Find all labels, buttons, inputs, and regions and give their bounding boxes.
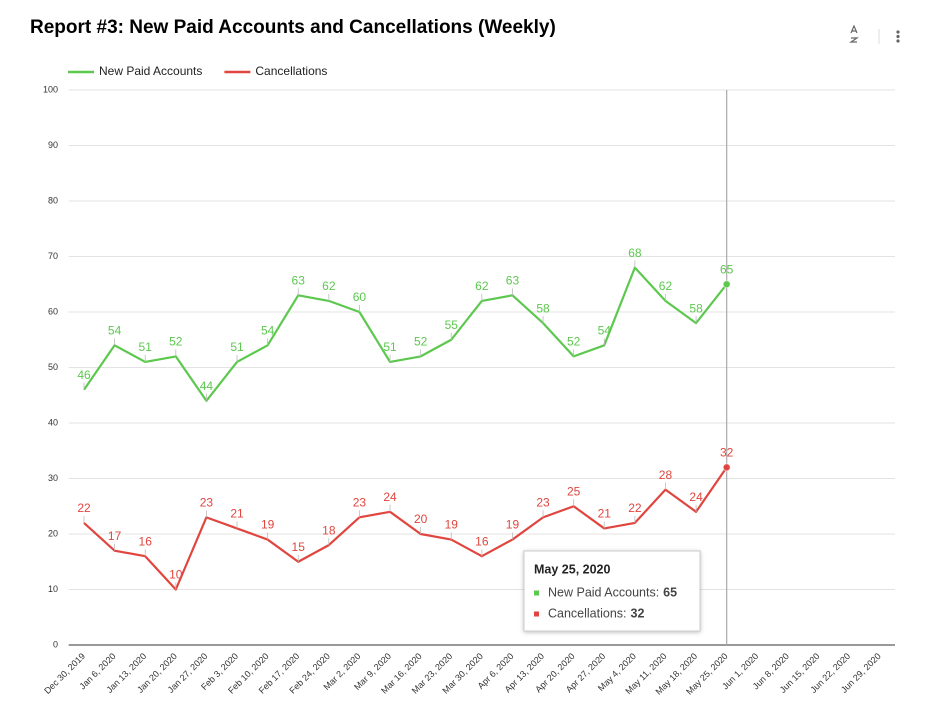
data-label: 52 xyxy=(567,335,581,349)
data-label: 52 xyxy=(414,335,428,349)
data-label: 28 xyxy=(659,468,673,482)
data-label: 20 xyxy=(414,512,428,526)
data-label: 15 xyxy=(292,540,306,554)
data-label: 25 xyxy=(567,484,581,498)
data-label: 55 xyxy=(445,318,459,332)
legend-label: New Paid Accounts xyxy=(99,64,202,78)
y-tick-label: 60 xyxy=(48,306,58,316)
data-label: 24 xyxy=(383,490,397,504)
data-label: 58 xyxy=(536,301,550,315)
data-label: 58 xyxy=(689,301,703,315)
data-label: 23 xyxy=(200,496,214,510)
tooltip-label: New Paid Accounts: xyxy=(548,585,659,599)
data-label: 62 xyxy=(322,279,336,293)
y-tick-label: 40 xyxy=(48,417,58,427)
data-label: 51 xyxy=(230,340,244,354)
data-label: 18 xyxy=(322,523,336,537)
data-label: 21 xyxy=(230,507,244,521)
data-label: 21 xyxy=(598,507,612,521)
data-label: 54 xyxy=(261,323,275,337)
series-line xyxy=(83,466,728,591)
data-label: 19 xyxy=(445,518,459,532)
data-label: 52 xyxy=(169,335,183,349)
sort-icon[interactable] xyxy=(849,24,859,43)
y-tick-label: 100 xyxy=(43,84,58,94)
data-label: 62 xyxy=(659,279,673,293)
data-label: 16 xyxy=(139,534,153,548)
y-tick-label: 20 xyxy=(48,528,58,538)
tooltip: May 25, 2020 New Paid Accounts: 65 Cancella… xyxy=(523,550,701,632)
dot xyxy=(896,34,900,39)
data-label: 62 xyxy=(475,279,489,293)
data-label: 65 xyxy=(720,262,734,276)
data-label: 46 xyxy=(77,368,91,382)
tooltip-title: May 25, 2020 xyxy=(534,562,610,576)
dot xyxy=(896,39,900,43)
data-label: 16 xyxy=(475,534,489,548)
highlight-point xyxy=(722,463,731,472)
data-label: 17 xyxy=(108,529,122,543)
highlight-point xyxy=(722,280,731,289)
data-label: 51 xyxy=(139,340,153,354)
data-label: 51 xyxy=(383,340,397,354)
data-label: 22 xyxy=(628,501,642,515)
y-tick-label: 80 xyxy=(48,195,58,205)
data-label: 60 xyxy=(353,290,367,304)
data-label: 10 xyxy=(169,568,183,582)
data-label: 19 xyxy=(506,518,520,532)
data-label: 32 xyxy=(720,446,734,460)
tooltip-value: 65 xyxy=(663,585,677,599)
tooltip-box xyxy=(523,550,701,632)
tooltip-label: Cancellations: xyxy=(548,606,627,620)
y-tick-label: 0 xyxy=(53,639,58,649)
data-label: 63 xyxy=(506,274,520,288)
data-label: 63 xyxy=(292,274,306,288)
data-label: 54 xyxy=(108,323,122,337)
data-label: 54 xyxy=(598,323,612,337)
tooltip-swatch xyxy=(534,590,539,596)
data-label: 23 xyxy=(353,496,367,510)
legend-label: Cancellations xyxy=(255,64,327,78)
sort-glyph xyxy=(849,24,859,43)
data-label: 22 xyxy=(77,501,91,515)
menu-icon[interactable] xyxy=(896,30,900,43)
data-label: 19 xyxy=(261,518,275,532)
data-label: 24 xyxy=(689,490,703,504)
dot xyxy=(896,30,900,34)
chart-title: Report #3: New Paid Accounts and Cancell… xyxy=(30,17,556,38)
y-tick-label: 30 xyxy=(48,473,58,483)
x-tick-label: Dec 30, 2019 xyxy=(42,651,87,696)
data-label: 68 xyxy=(628,246,642,260)
series-line xyxy=(83,266,728,402)
data-label: 44 xyxy=(200,379,214,393)
tooltip-swatch xyxy=(534,611,539,617)
y-tick-label: 50 xyxy=(48,362,58,372)
y-tick-label: 90 xyxy=(48,140,58,150)
data-label: 23 xyxy=(536,496,550,510)
tooltip-value: 32 xyxy=(631,606,645,620)
y-tick-label: 70 xyxy=(48,251,58,261)
y-tick-label: 10 xyxy=(48,584,58,594)
